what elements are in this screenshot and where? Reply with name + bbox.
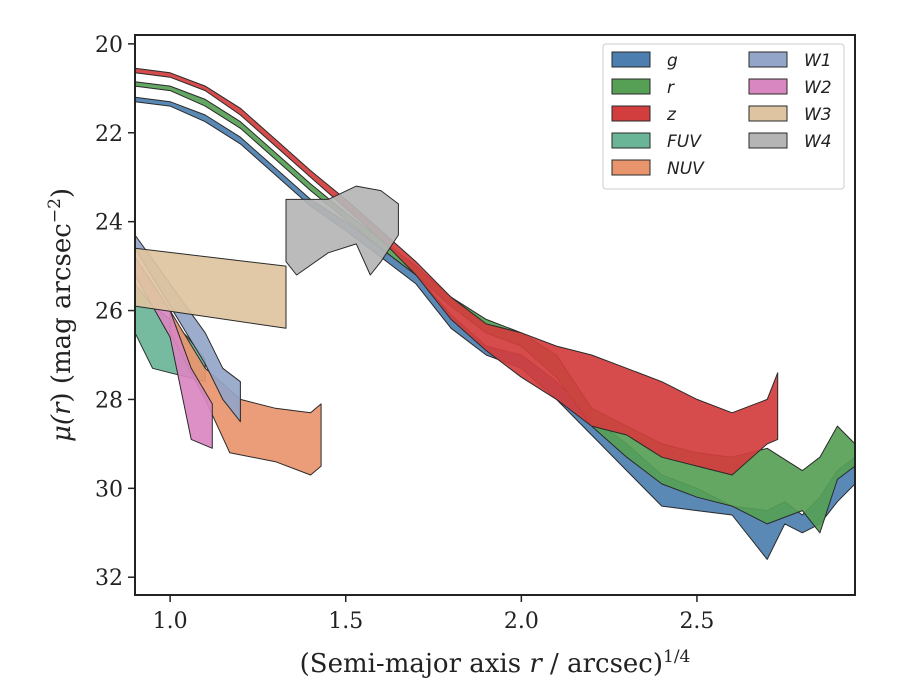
y-tick-label: 24 xyxy=(95,211,123,236)
legend: grz FUV NUV W1 W2 W3 W4 xyxy=(602,43,845,190)
legend-label: FUV xyxy=(667,132,702,152)
legend-swatch xyxy=(748,105,788,122)
legend-swatch xyxy=(611,78,651,95)
y-tick-label: 32 xyxy=(95,566,123,591)
y-tick-label: 26 xyxy=(95,300,123,325)
legend-label: W1 xyxy=(804,51,832,71)
y-tick-label: 20 xyxy=(95,33,123,58)
legend-swatch xyxy=(611,105,651,122)
plot-frame xyxy=(134,34,856,596)
legend-label: W4 xyxy=(804,132,832,152)
y-tick-label: 22 xyxy=(95,122,123,147)
legend-swatch xyxy=(611,159,651,176)
y-axis-ticks: 20 22 24 26 28 30 32 xyxy=(95,33,135,591)
profile-bands xyxy=(134,67,856,560)
legend-label: W3 xyxy=(804,105,832,125)
x-tick-label: 2.0 xyxy=(504,609,539,634)
legend-label: r xyxy=(667,78,675,98)
legend-swatch xyxy=(611,132,651,149)
legend-swatch xyxy=(748,78,788,95)
legend-swatch xyxy=(611,51,651,68)
legend-swatch xyxy=(748,132,788,149)
band-w4 xyxy=(285,185,399,276)
legend-swatch xyxy=(748,51,788,68)
x-tick-label: 2.5 xyxy=(679,609,714,634)
y-tick-label: 30 xyxy=(95,477,123,502)
legend-label: W2 xyxy=(804,78,832,98)
legend-label: z xyxy=(666,105,677,125)
x-axis-ticks: 1.0 1.5 2.0 2.5 xyxy=(153,595,714,634)
x-tick-label: 1.5 xyxy=(328,609,363,634)
legend-label: g xyxy=(667,51,678,71)
x-tick-label: 1.0 xyxy=(153,609,188,634)
y-axis-title: μ(r) (mag arcsec−2) xyxy=(45,188,77,442)
x-axis-title: (Semi-major axis r / arcsec)1/4 xyxy=(300,647,691,679)
legend-label: NUV xyxy=(667,159,705,179)
y-tick-label: 28 xyxy=(95,388,123,413)
